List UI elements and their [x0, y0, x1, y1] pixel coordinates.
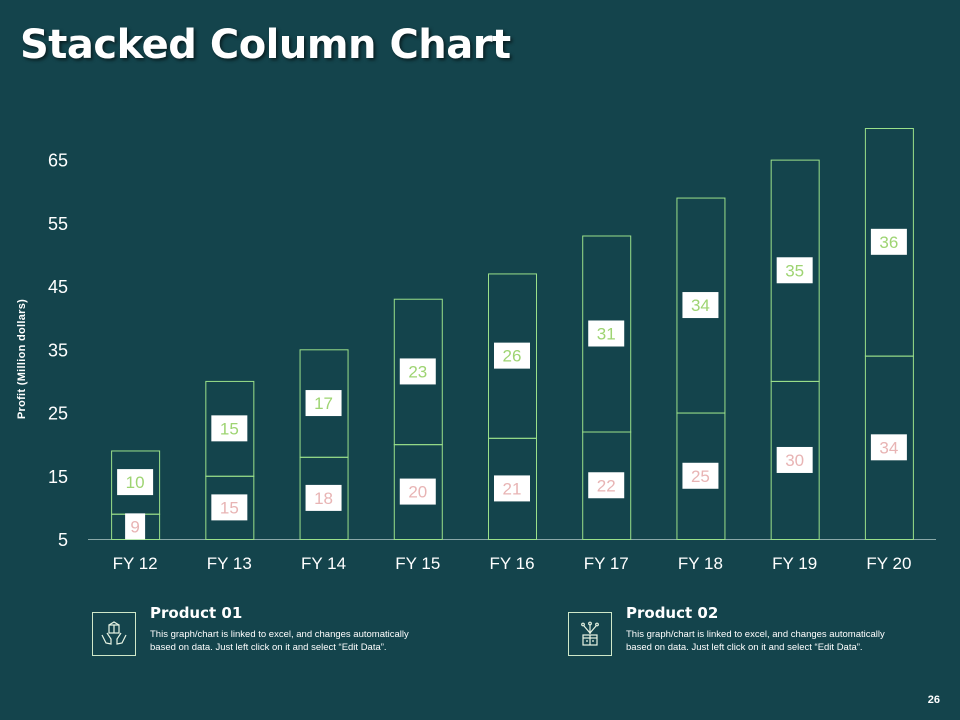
bar-product-02: [864, 128, 914, 357]
y-tick-label: 5: [58, 530, 68, 550]
y-tick-label: 15: [48, 467, 68, 487]
data-label-bg: [682, 292, 719, 319]
data-label-bg: [211, 494, 248, 521]
bar-product-02: [393, 298, 443, 446]
data-label-bg: [305, 484, 342, 511]
page-number: 26: [927, 694, 940, 706]
data-label-bg: [494, 342, 530, 369]
data-label-bg: [125, 513, 146, 540]
legend-description: This graph/chart is linked to excel, and…: [626, 629, 885, 653]
data-label-product-02: 26: [503, 347, 522, 366]
x-tick-label: FY 15: [395, 554, 440, 573]
data-label-product-02: 15: [220, 419, 239, 438]
bar-product-02: [488, 273, 537, 439]
legend-title: Product 02: [626, 604, 719, 622]
x-tick-label: FY 20: [866, 554, 911, 573]
x-tick-label: FY 17: [584, 554, 629, 573]
data-label-product-01: 21: [503, 479, 522, 498]
y-tick-label: 65: [48, 151, 68, 171]
data-label-product-02: 34: [691, 296, 710, 315]
data-label-bg: [117, 469, 154, 496]
bar-product-02: [770, 159, 820, 382]
legend-title: Product 01: [150, 604, 243, 622]
data-label-product-01: 34: [879, 438, 898, 457]
data-label-product-02: 17: [314, 394, 333, 413]
data-label-product-01: 22: [597, 476, 616, 495]
data-label-bg: [682, 462, 719, 489]
x-tick-label: FY 18: [678, 554, 723, 573]
data-label-bg: [211, 415, 248, 442]
data-label-product-01: 25: [691, 467, 710, 486]
data-label-product-01: 30: [785, 451, 804, 470]
x-tick-label: FY 13: [207, 554, 252, 573]
x-tick-label: FY 16: [489, 554, 534, 573]
legend-description: This graph/chart is linked to excel, and…: [150, 629, 409, 653]
bar-product-02: [205, 380, 255, 477]
data-label-product-02: 35: [785, 261, 804, 280]
y-tick-label: 55: [48, 214, 68, 234]
data-label-bg: [776, 446, 813, 473]
bar-product-02: [582, 235, 632, 433]
data-label-bg: [399, 478, 436, 505]
data-label-bg: [776, 257, 813, 284]
data-label-product-02: 23: [408, 362, 427, 381]
data-label-bg: [870, 228, 907, 255]
gift-box-icon: [568, 612, 612, 656]
data-label-bg: [494, 475, 530, 502]
data-label-bg: [399, 358, 436, 385]
stacked-column-chart: 5 15 25 35 45 55 65 9 10 FY 12 15 15 FY 13 18 17 FY 14 2…: [48, 128, 936, 573]
x-tick-label: FY 19: [772, 554, 817, 573]
data-label-product-02: 31: [597, 325, 616, 344]
data-label-product-01: 15: [220, 498, 239, 517]
data-label-product-02: 36: [879, 233, 898, 252]
data-label-product-01: 20: [408, 483, 427, 502]
hands-holding-box-icon: [92, 612, 136, 656]
y-tick-label: 45: [48, 277, 68, 297]
x-tick-label: FY 14: [301, 554, 346, 573]
data-label-bg: [870, 434, 907, 461]
bar-product-02: [299, 349, 349, 458]
bar-product-02: [676, 197, 726, 414]
x-tick-label: FY 12: [113, 554, 158, 573]
data-label-product-01: 9: [130, 517, 139, 536]
slide-title: Stacked Column Chart: [20, 22, 511, 68]
data-label-product-01: 18: [314, 489, 333, 508]
y-tick-label: 25: [48, 404, 68, 424]
data-label-bg: [305, 390, 342, 417]
data-label-bg: [588, 472, 625, 499]
data-label-product-02: 10: [126, 473, 145, 492]
y-tick-label: 35: [48, 340, 68, 360]
y-axis-label: Profit (Million dollars): [16, 298, 28, 420]
data-label-bg: [588, 320, 625, 347]
